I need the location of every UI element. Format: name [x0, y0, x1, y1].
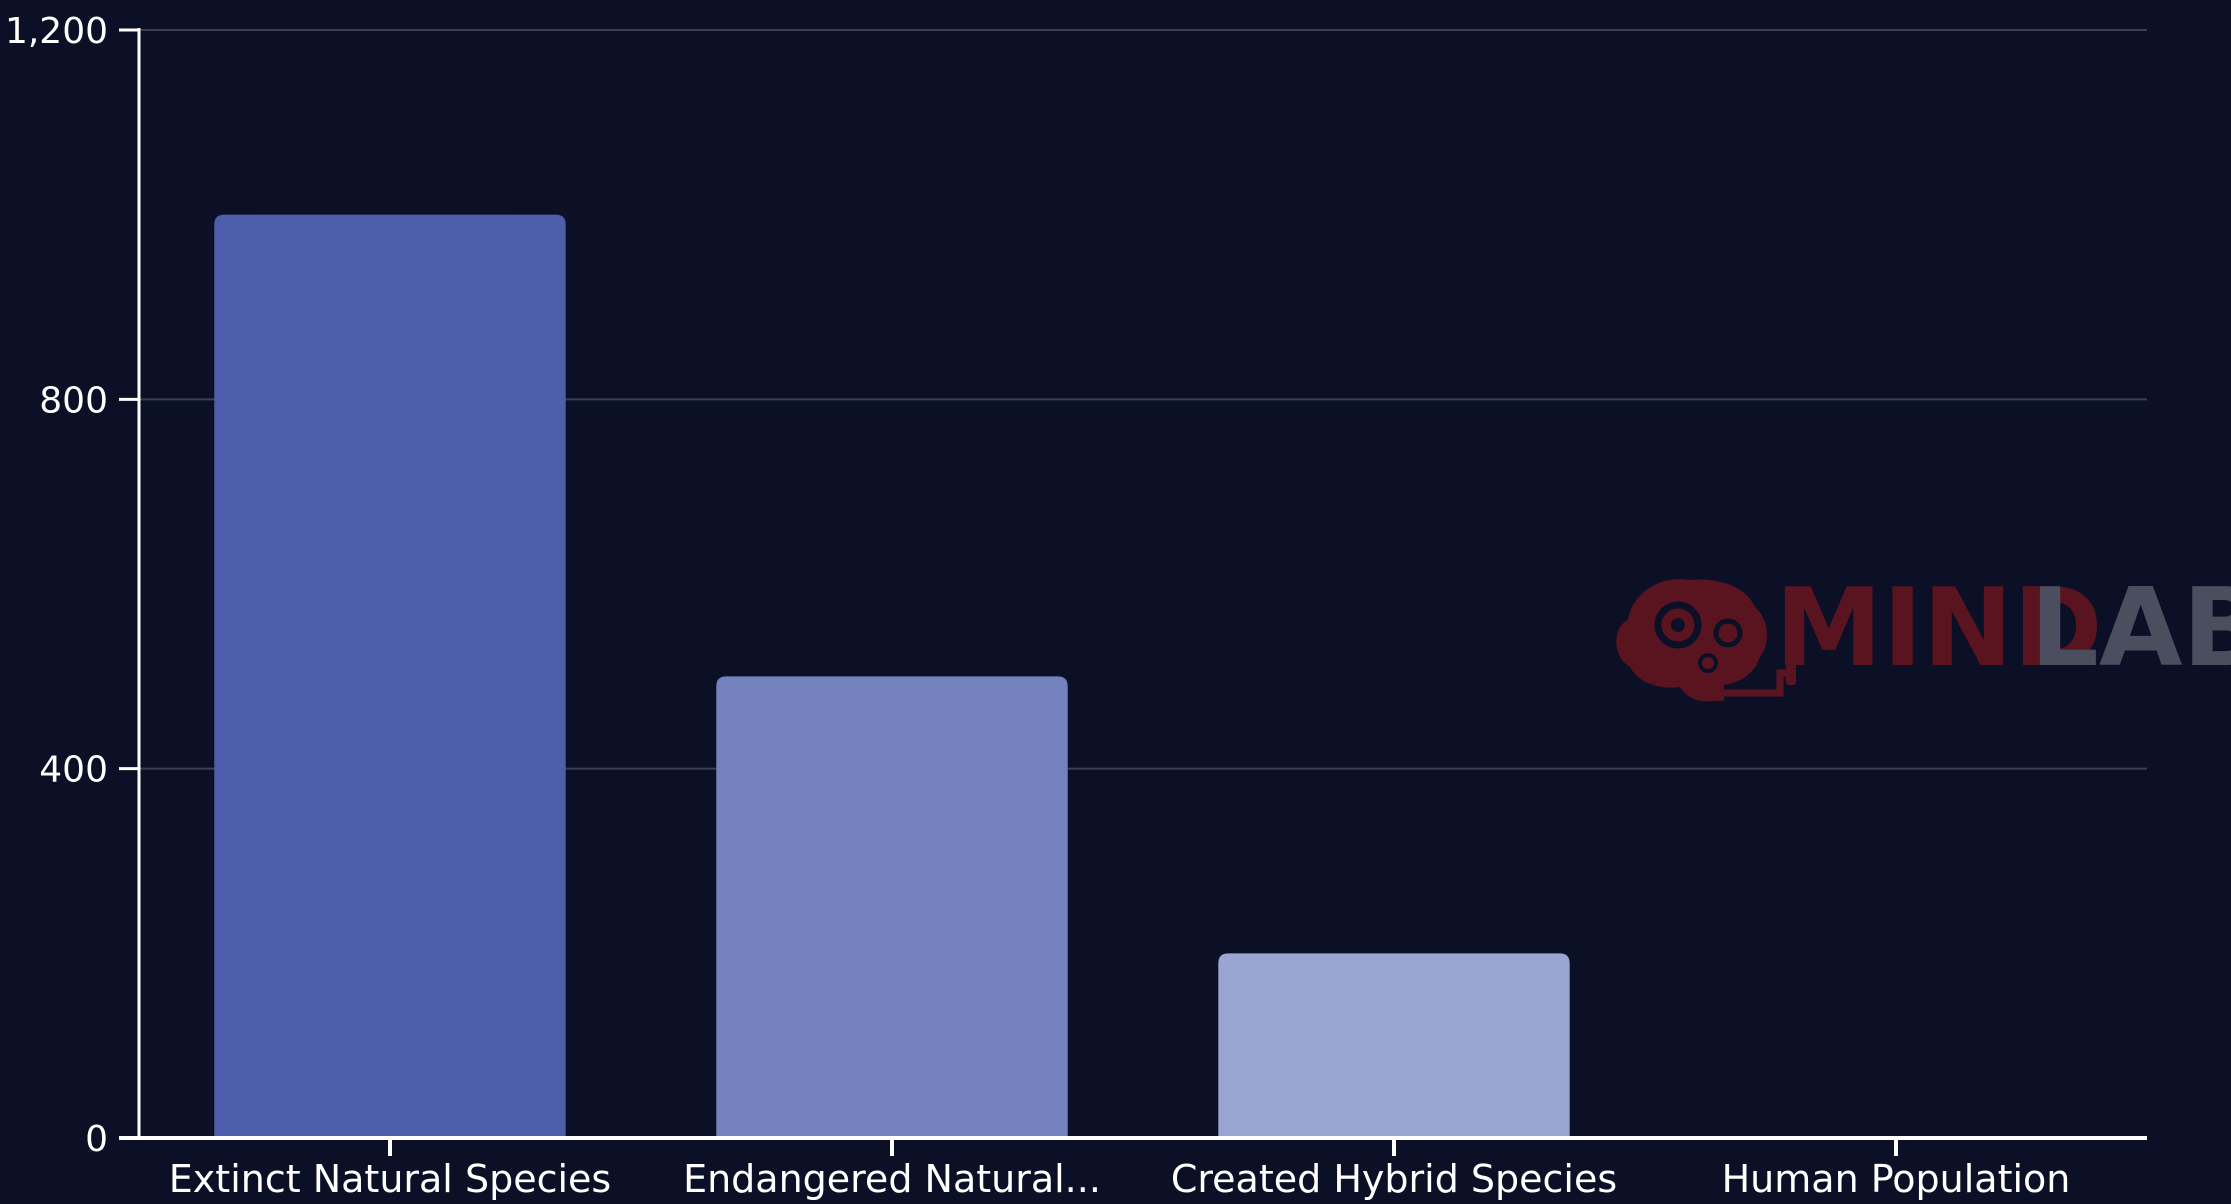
x-tick-label: Human Population	[1722, 1157, 2071, 1201]
axes	[119, 28, 2147, 1140]
x-tick-label: Extinct Natural Species	[169, 1157, 611, 1201]
y-axis-ticks: 0 400 800 1,200	[5, 11, 139, 1160]
y-tick-label: 0	[85, 1119, 108, 1160]
bars	[214, 214, 1570, 1138]
bar-1	[214, 214, 566, 1138]
y-tick-label: 1,200	[5, 11, 108, 52]
bar-3	[1218, 953, 1570, 1138]
watermark-text-lab: LAB	[2030, 566, 2231, 691]
bar-2	[716, 676, 1068, 1138]
y-tick-label: 800	[39, 380, 108, 421]
x-axis-ticks: Extinct Natural Species Endangered Natura…	[169, 1138, 2071, 1201]
watermark: MIND LAB	[1616, 566, 2231, 702]
watermark-text-mind: MIND	[1775, 566, 2103, 691]
y-tick-label: 400	[39, 750, 108, 791]
brain-gears-icon	[1616, 579, 1796, 702]
x-tick-label: Created Hybrid Species	[1171, 1157, 1617, 1201]
x-tick-label: Endangered Natural...	[683, 1157, 1101, 1201]
